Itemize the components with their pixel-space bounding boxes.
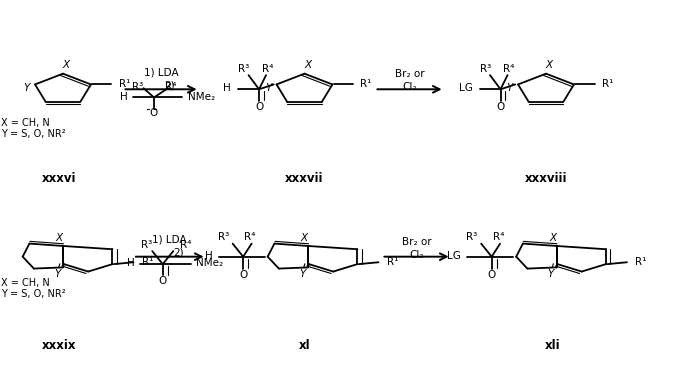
Text: O: O bbox=[239, 270, 247, 279]
Text: R¹: R¹ bbox=[360, 79, 372, 89]
Text: H: H bbox=[120, 92, 127, 102]
Text: R³: R³ bbox=[238, 64, 249, 74]
Text: R⁴: R⁴ bbox=[244, 232, 256, 242]
Text: X: X bbox=[301, 233, 308, 243]
Text: xxxix: xxxix bbox=[42, 340, 77, 352]
Text: H: H bbox=[127, 258, 134, 268]
Text: X: X bbox=[304, 61, 312, 70]
Text: R¹: R¹ bbox=[387, 257, 398, 266]
Text: R¹: R¹ bbox=[142, 257, 153, 266]
Text: X: X bbox=[546, 61, 553, 70]
Text: Y = S, O, NR²: Y = S, O, NR² bbox=[1, 129, 66, 139]
Text: Br₂ or: Br₂ or bbox=[395, 70, 424, 79]
Text: R³: R³ bbox=[141, 240, 153, 250]
Text: R³: R³ bbox=[480, 64, 491, 74]
Text: H: H bbox=[223, 83, 231, 93]
Text: Br₂ or: Br₂ or bbox=[402, 237, 431, 247]
Text: Y: Y bbox=[547, 269, 554, 279]
Text: xxxvii: xxxvii bbox=[286, 172, 323, 185]
Text: O: O bbox=[150, 108, 158, 118]
Text: R³: R³ bbox=[132, 83, 144, 92]
Text: X: X bbox=[550, 233, 556, 243]
Text: R⁴: R⁴ bbox=[181, 240, 192, 250]
Text: R⁴: R⁴ bbox=[164, 83, 176, 92]
Text: xli: xli bbox=[545, 340, 561, 352]
Text: O: O bbox=[255, 102, 263, 112]
Text: R⁴: R⁴ bbox=[493, 232, 505, 242]
Text: O: O bbox=[159, 276, 167, 286]
Text: X = CH, N: X = CH, N bbox=[1, 278, 50, 288]
Text: Cl₂: Cl₂ bbox=[402, 83, 416, 92]
Text: NMe₂: NMe₂ bbox=[196, 258, 223, 268]
Text: xxxvi: xxxvi bbox=[42, 172, 77, 185]
Text: 1) LDA: 1) LDA bbox=[153, 235, 187, 245]
Text: Y: Y bbox=[265, 83, 272, 93]
Text: R³: R³ bbox=[218, 232, 229, 242]
Text: NMe₂: NMe₂ bbox=[188, 92, 215, 102]
Text: Y: Y bbox=[299, 269, 306, 279]
Text: R¹: R¹ bbox=[602, 79, 613, 89]
Text: Y: Y bbox=[507, 83, 513, 93]
Text: Y: Y bbox=[54, 269, 61, 279]
Text: 2): 2) bbox=[164, 81, 175, 90]
Text: O: O bbox=[488, 270, 496, 279]
Text: H: H bbox=[204, 251, 212, 260]
Text: R⁴: R⁴ bbox=[503, 64, 514, 74]
Text: 1) LDA: 1) LDA bbox=[144, 68, 178, 77]
Text: R¹: R¹ bbox=[636, 257, 647, 266]
Text: LG: LG bbox=[447, 251, 461, 260]
Text: R⁴: R⁴ bbox=[262, 64, 273, 74]
Text: X: X bbox=[63, 61, 70, 70]
Text: Cl₂: Cl₂ bbox=[410, 250, 424, 260]
Text: xl: xl bbox=[299, 340, 310, 352]
Text: X: X bbox=[56, 233, 63, 243]
Text: Y = S, O, NR²: Y = S, O, NR² bbox=[1, 289, 66, 299]
Text: xxxviii: xxxviii bbox=[525, 172, 567, 185]
Text: X = CH, N: X = CH, N bbox=[1, 118, 50, 128]
Text: R¹: R¹ bbox=[119, 79, 130, 89]
Text: O: O bbox=[496, 102, 505, 112]
Text: R³: R³ bbox=[466, 232, 477, 242]
Text: 2): 2) bbox=[174, 248, 184, 258]
Text: Y: Y bbox=[24, 83, 30, 93]
Text: LG: LG bbox=[458, 83, 472, 93]
